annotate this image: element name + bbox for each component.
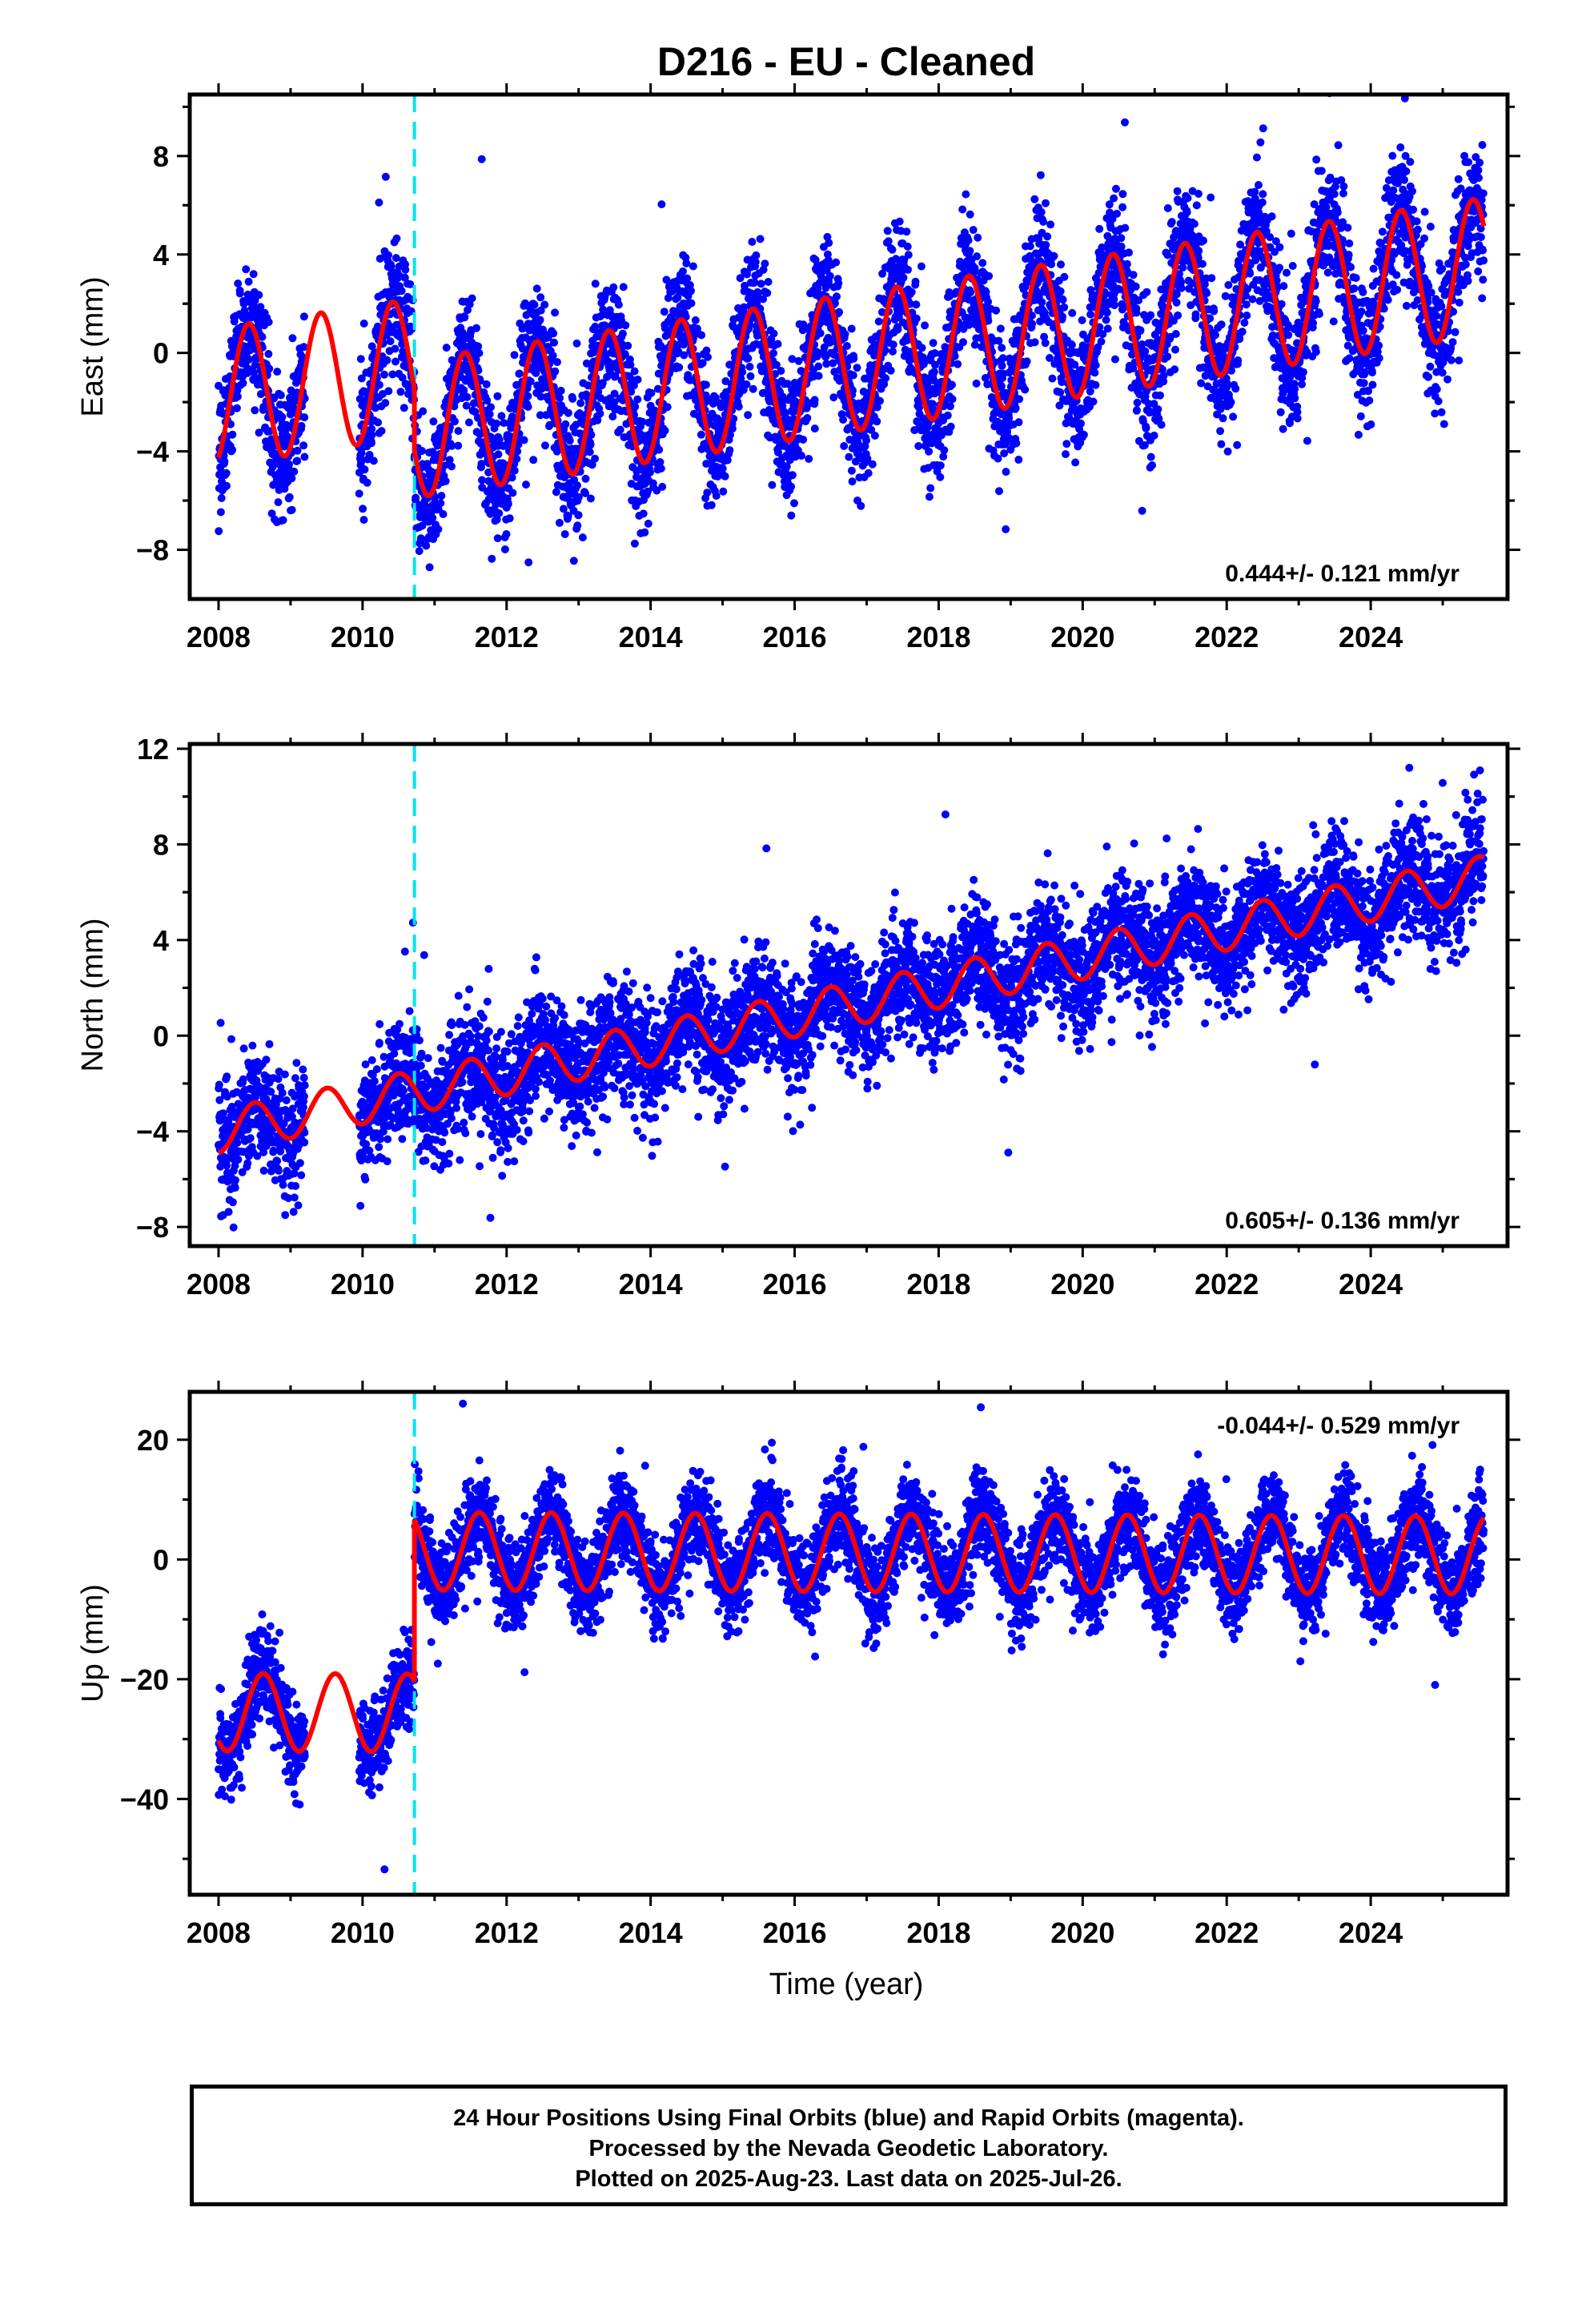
model-fit-line — [217, 854, 1485, 1156]
data-points-up — [215, 1399, 1488, 1874]
y-axis-label: East (mm) — [76, 276, 110, 416]
y-tick-label: −8 — [136, 1211, 169, 1244]
x-tick-label: 2008 — [187, 1268, 251, 1301]
x-tick-label: 2016 — [762, 1268, 826, 1301]
plot-frame — [187, 92, 1510, 601]
x-tick-label: 2022 — [1195, 1268, 1259, 1301]
model-fit-line — [216, 1510, 1486, 1755]
y-tick-label: −4 — [136, 436, 169, 468]
x-tick-label: 2008 — [187, 1916, 251, 1949]
plot-frame — [187, 1389, 1510, 1897]
x-tick-label: 2022 — [1195, 621, 1259, 653]
x-tick-label: 2012 — [475, 1916, 539, 1949]
figure-title: D216 - EU - Cleaned — [657, 39, 1035, 84]
x-tick-label: 2010 — [331, 1916, 395, 1949]
velocity-label: 0.605+/- 0.136 mm/yr — [1225, 1208, 1460, 1234]
x-tick-label: 2018 — [906, 1916, 970, 1949]
x-tick-label: 2020 — [1050, 621, 1114, 653]
velocity-label: -0.044+/- 0.529 mm/yr — [1217, 1413, 1460, 1439]
y-tick-label: −20 — [120, 1663, 169, 1696]
y-tick-label: −40 — [120, 1783, 169, 1815]
x-tick-label: 2012 — [475, 1268, 539, 1301]
y-tick-label: 12 — [137, 733, 169, 766]
x-tick-label: 2010 — [331, 621, 395, 653]
y-tick-label: −4 — [136, 1116, 169, 1148]
x-tick-label: 2014 — [619, 1916, 683, 1949]
x-tick-label: 2010 — [331, 1268, 395, 1301]
x-tick-label: 2022 — [1195, 1916, 1259, 1949]
y-axis-label: North (mm) — [76, 918, 110, 1072]
x-tick-label: 2012 — [475, 621, 539, 653]
caption-line: Processed by the Nevada Geodetic Laborat… — [588, 2136, 1109, 2161]
y-tick-label: 4 — [153, 924, 169, 957]
x-tick-label: 2014 — [619, 621, 683, 653]
y-axis-label: Up (mm) — [76, 1584, 110, 1703]
panels: 2008 2010 2012 2014 2016 2018 2020 2022 2024−8−4… — [76, 83, 1520, 1949]
x-tick-label: 2018 — [906, 621, 970, 653]
x-tick-label: 2020 — [1050, 1268, 1114, 1301]
panel-up: 2008 2010 2012 2014 2016 2018 2020 2022 2024 −40 −… — [76, 1381, 1520, 1949]
y-tick-label: −8 — [136, 534, 169, 567]
x-tick-label: 2024 — [1339, 621, 1403, 653]
y-tick-label: 0 — [153, 1543, 169, 1576]
data-points-north — [215, 763, 1488, 1232]
y-tick-label: 8 — [153, 140, 169, 173]
plot-frame — [187, 742, 1510, 1248]
velocity-label: 0.444+/- 0.121 mm/yr — [1225, 561, 1460, 587]
model-fit-line — [216, 197, 1487, 499]
caption-line: 24 Hour Positions Using Final Orbits (bl… — [453, 2105, 1244, 2131]
x-tick-label: 2020 — [1050, 1916, 1114, 1949]
panel-north: 2008 2010 2012 2014 2016 2018 2020 2022 2024 −8 −4… — [76, 733, 1520, 1301]
y-tick-label: 8 — [153, 828, 169, 861]
x-tick-label: 2018 — [906, 1268, 970, 1301]
y-tick-label: 0 — [153, 1019, 169, 1052]
y-tick-label: 4 — [153, 239, 169, 271]
panel-east: 2008 2010 2012 2014 2016 2018 2020 2022 2024 −8 −4… — [76, 83, 1520, 653]
x-tick-label: 2024 — [1339, 1916, 1403, 1949]
x-tick-label: 2024 — [1339, 1268, 1403, 1301]
y-tick-label: 20 — [137, 1424, 169, 1457]
x-tick-label: 2014 — [619, 1268, 683, 1301]
y-tick-label: 0 — [153, 337, 169, 370]
x-axis-label: Time (year) — [769, 1968, 924, 2001]
x-tick-label: 2016 — [762, 621, 826, 653]
x-tick-label: 2008 — [187, 621, 251, 653]
x-tick-label: 2016 — [762, 1916, 826, 1949]
caption-box: 24 Hour Positions Using Final Orbits (bl… — [190, 2085, 1508, 2206]
caption-line: Plotted on 2025-Aug-23. Last data on 202… — [575, 2166, 1122, 2192]
